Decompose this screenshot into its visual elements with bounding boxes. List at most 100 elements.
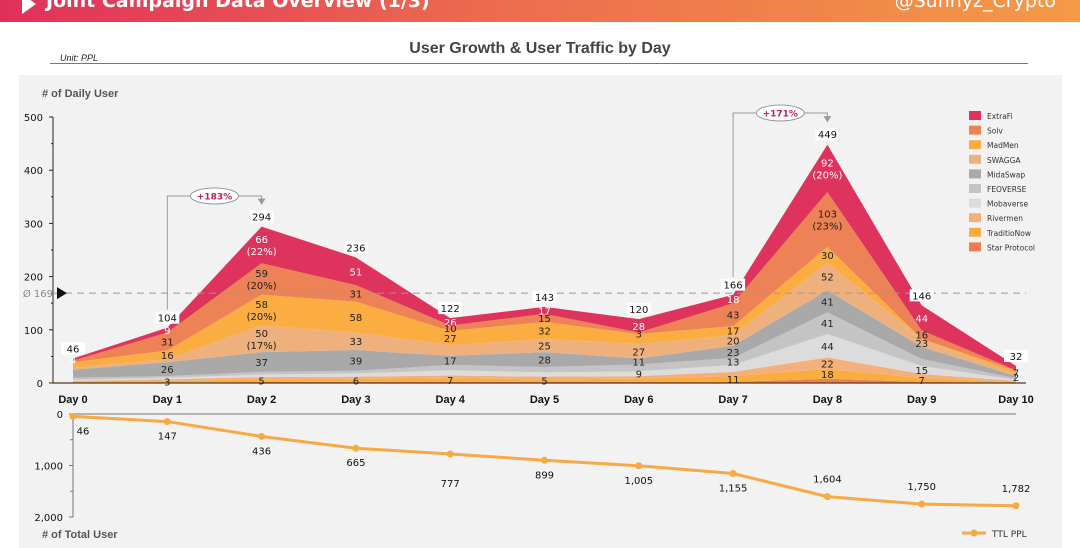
value-label: 5 bbox=[541, 377, 547, 388]
value-label: 7 bbox=[1013, 369, 1019, 380]
total-label: 46 bbox=[67, 345, 80, 356]
legend-swatch bbox=[969, 213, 981, 223]
unit-label: Unit: PPL bbox=[60, 53, 99, 63]
growth-label: +183% bbox=[197, 193, 232, 203]
legend-swatch bbox=[969, 242, 981, 252]
value-label: 28 bbox=[632, 322, 645, 333]
total-label: 122 bbox=[441, 304, 460, 315]
legend-label: MadMen bbox=[987, 141, 1019, 150]
value-label: 31 bbox=[350, 289, 363, 300]
value-label: 23 bbox=[727, 348, 740, 359]
line-point-label: 1,005 bbox=[624, 476, 653, 487]
x-tick-label: Day 6 bbox=[624, 394, 653, 406]
line-point-label: 1,750 bbox=[907, 482, 936, 493]
legend-label: FEOVERSE bbox=[987, 185, 1027, 194]
value-label: 15 bbox=[538, 314, 551, 325]
total-label: 104 bbox=[158, 314, 177, 325]
y-tick-label: 300 bbox=[24, 219, 43, 230]
value-label: 30 bbox=[821, 251, 834, 262]
x-tick-label: Day 10 bbox=[998, 394, 1033, 406]
x-tick-label: Day 3 bbox=[341, 394, 370, 406]
value-label: 7 bbox=[447, 376, 453, 387]
page-title: Joint Campaign Data Overview (1/3) bbox=[46, 0, 430, 12]
line-point-label: 1,155 bbox=[719, 483, 748, 494]
y-axis-title: # of Daily User bbox=[42, 88, 119, 100]
total-label-bg bbox=[532, 290, 557, 303]
legend-label: Star Protocol bbox=[987, 243, 1035, 252]
value-label: 26 bbox=[444, 318, 457, 329]
value-label: 4 bbox=[70, 356, 76, 367]
line-point-label: 147 bbox=[158, 432, 177, 443]
x-tick-label: Day 1 bbox=[153, 394, 182, 406]
total-label-bg bbox=[626, 303, 651, 316]
value-label: 92 (20%) bbox=[812, 158, 842, 181]
total-label: 236 bbox=[346, 243, 365, 254]
legend-swatch bbox=[969, 169, 981, 179]
x-tick-label: Day 0 bbox=[58, 394, 87, 406]
value-label: 50 (17%) bbox=[247, 329, 277, 352]
line-point bbox=[823, 493, 831, 501]
legend-swatch bbox=[969, 154, 981, 164]
legend-label: Mobaverse bbox=[987, 200, 1028, 209]
line-point bbox=[69, 412, 77, 420]
legend-swatch bbox=[969, 198, 981, 208]
value-label: 58 bbox=[350, 313, 363, 324]
y-tick-label: 200 bbox=[24, 273, 43, 284]
average-marker-icon bbox=[57, 287, 67, 300]
total-label: 143 bbox=[535, 293, 554, 304]
value-label: 11 bbox=[632, 357, 645, 368]
y-tick-label: 400 bbox=[24, 166, 43, 177]
line-point bbox=[352, 444, 360, 452]
legend-swatch bbox=[969, 227, 981, 237]
value-label: 66 (22%) bbox=[247, 235, 277, 258]
value-label: 39 bbox=[350, 356, 363, 367]
total-label-bg bbox=[155, 311, 180, 324]
total-label-bg bbox=[61, 342, 85, 355]
line-y-tick-label: 0 bbox=[57, 410, 63, 421]
x-tick-label: Day 2 bbox=[247, 394, 276, 406]
line-point bbox=[258, 432, 266, 440]
total-label-bg bbox=[343, 241, 368, 254]
value-label: 28 bbox=[538, 356, 551, 367]
value-label: 27 bbox=[444, 334, 457, 345]
value-label: 18 bbox=[727, 295, 740, 306]
total-label-bg bbox=[438, 302, 463, 315]
x-tick-label: Day 7 bbox=[718, 394, 747, 406]
value-label: 9 bbox=[636, 370, 642, 381]
value-label: 13 bbox=[727, 357, 740, 368]
value-label: 16 bbox=[161, 351, 174, 362]
value-label: 33 bbox=[350, 337, 363, 348]
value-label: 32 bbox=[538, 326, 551, 337]
value-label: 3 bbox=[164, 378, 170, 389]
line-point-label: 899 bbox=[535, 470, 554, 481]
area-extrafi bbox=[73, 144, 1016, 371]
value-label: 103 (23%) bbox=[812, 209, 842, 232]
legend-swatch bbox=[969, 111, 981, 120]
line-y-tick-label: 2,000 bbox=[34, 513, 63, 524]
value-label: 51 bbox=[350, 267, 363, 278]
value-label: 27 bbox=[632, 347, 645, 358]
line-y-axis-title: # of Total User bbox=[42, 529, 118, 541]
value-label: 17 bbox=[538, 306, 551, 317]
area-rivermen bbox=[73, 357, 1016, 382]
line-point-label: 1,604 bbox=[813, 475, 842, 486]
value-label: 7 bbox=[919, 376, 925, 387]
y-tick-label: 500 bbox=[24, 113, 43, 124]
total-label-bg bbox=[1004, 349, 1028, 362]
play-triangle-icon bbox=[22, 0, 36, 14]
value-label: 23 bbox=[915, 339, 928, 350]
arrow-down-icon bbox=[257, 198, 266, 205]
arrow-down-icon bbox=[823, 116, 832, 123]
value-label: 15 bbox=[915, 366, 928, 377]
legend-label: MidaSwap bbox=[987, 170, 1025, 179]
x-tick-label: Day 8 bbox=[813, 394, 842, 406]
value-label: 52 bbox=[821, 273, 834, 284]
total-label-bg bbox=[909, 289, 934, 302]
value-label: 5 bbox=[258, 377, 264, 388]
growth-badge bbox=[755, 104, 805, 122]
line-point bbox=[635, 462, 643, 470]
line-point-label: 436 bbox=[252, 446, 271, 457]
area-midaswap bbox=[73, 290, 1016, 379]
value-label: 26 bbox=[161, 365, 174, 376]
area-solv bbox=[73, 192, 1016, 371]
